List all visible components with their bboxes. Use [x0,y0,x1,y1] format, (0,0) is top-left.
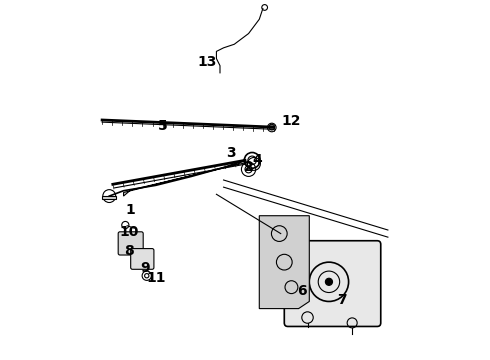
Polygon shape [102,196,117,199]
Text: 7: 7 [337,293,346,307]
Text: 3: 3 [226,146,236,160]
Circle shape [325,278,333,285]
FancyBboxPatch shape [118,232,143,255]
Polygon shape [259,216,309,309]
Circle shape [269,124,275,130]
Text: 2: 2 [244,161,253,175]
Text: 6: 6 [297,284,307,298]
Text: 9: 9 [140,261,150,275]
Text: 5: 5 [158,120,168,134]
Polygon shape [123,159,245,196]
Text: 8: 8 [124,244,134,258]
Text: 1: 1 [126,203,136,217]
Text: 4: 4 [253,153,262,167]
Text: 10: 10 [119,225,139,239]
Text: 13: 13 [198,55,217,69]
FancyBboxPatch shape [131,249,154,269]
Text: 12: 12 [282,114,301,128]
Text: 11: 11 [146,271,166,285]
FancyBboxPatch shape [284,241,381,327]
